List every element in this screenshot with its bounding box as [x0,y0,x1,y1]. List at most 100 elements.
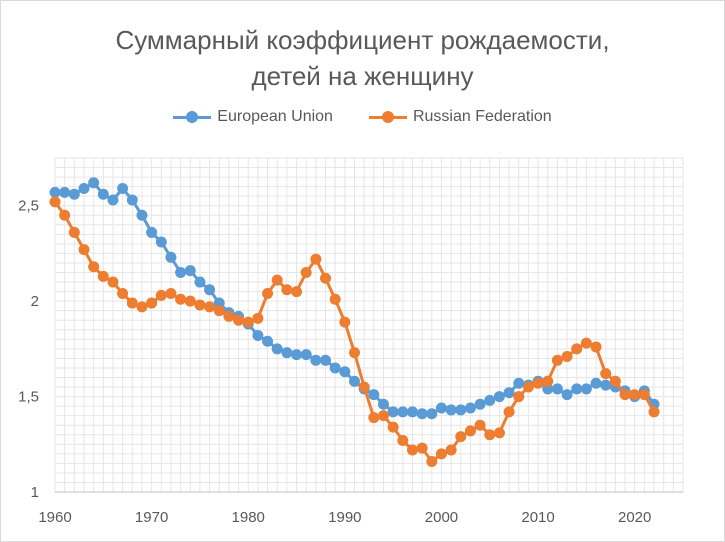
data-point-series-0 [291,349,303,361]
data-point-series-1 [49,196,61,208]
legend-item-european-union: European Union [173,108,333,126]
data-point-series-0 [590,377,602,389]
data-point-series-0 [59,186,71,198]
data-point-series-0 [78,183,90,195]
y-tick-label: 1,5 [18,389,39,406]
data-point-series-0 [493,391,505,403]
x-tick-label: 1980 [232,509,265,526]
data-point-series-1 [493,427,505,439]
data-point-series-0 [329,362,341,374]
data-point-series-0 [580,383,592,395]
data-point-series-1 [155,289,167,301]
data-point-series-1 [571,343,583,355]
data-point-series-0 [435,402,447,414]
data-point-series-1 [358,381,370,393]
data-point-series-1 [619,389,631,401]
data-point-series-0 [571,383,583,395]
data-point-series-1 [435,448,447,460]
y-tick-label: 2,5 [18,198,39,215]
chart-title-line-1: Суммарный коэффициент рождаемости, [115,25,610,55]
data-point-series-1 [590,341,602,353]
x-tick-label: 2020 [618,509,651,526]
data-point-series-1 [78,244,90,256]
data-point-series-1 [532,377,544,389]
data-point-series-1 [406,444,418,456]
data-point-series-1 [474,419,486,431]
data-point-series-1 [194,299,206,311]
data-point-series-1 [136,301,148,313]
data-point-series-0 [252,329,264,341]
data-point-series-0 [600,379,612,391]
data-point-series-0 [349,375,361,387]
data-point-series-1 [445,444,457,456]
data-point-series-1 [310,253,322,265]
data-point-series-0 [300,349,312,361]
data-point-series-1 [551,354,563,366]
data-point-series-1 [204,301,216,313]
data-point-series-1 [638,389,650,401]
data-point-series-1 [339,316,351,328]
data-point-series-0 [68,188,80,200]
data-point-series-0 [281,347,293,359]
data-point-series-0 [464,402,476,414]
x-tick-label: 1990 [328,509,361,526]
data-point-series-1 [213,305,225,317]
data-point-series-0 [117,183,129,195]
chart-title: Суммарный коэффициент рождаемости, детей… [0,22,725,94]
data-point-series-1 [609,375,621,387]
data-point-series-1 [184,295,196,307]
y-tick-label: 1 [31,484,39,501]
data-point-series-1 [329,293,341,305]
legend-swatch-european-union [173,111,212,123]
data-point-series-0 [126,194,138,206]
data-point-series-1 [126,297,138,309]
data-point-series-1 [561,350,573,362]
data-point-series-1 [368,412,380,424]
x-tick-label: 2000 [425,509,458,526]
data-point-series-0 [503,387,515,399]
data-point-series-0 [387,406,399,418]
data-point-series-0 [107,194,119,206]
data-point-series-0 [136,209,148,221]
legend-label-russian-federation: Russian Federation [412,108,552,125]
data-point-series-1 [88,261,100,273]
data-point-series-1 [542,375,554,387]
data-point-series-1 [600,368,612,380]
data-point-series-1 [455,431,467,443]
chart-title-line-2: детей на женщину [251,61,474,91]
legend-item-russian-federation: Russian Federation [368,108,552,126]
data-point-series-0 [310,354,322,366]
data-point-series-0 [397,406,409,418]
data-point-series-1 [648,406,660,418]
data-point-series-1 [426,455,438,467]
data-point-series-1 [377,410,389,422]
data-point-series-1 [629,389,641,401]
data-point-series-0 [271,343,283,355]
data-point-series-1 [271,274,283,286]
data-point-series-1 [252,312,264,324]
data-point-series-1 [397,434,409,446]
data-point-series-0 [551,383,563,395]
data-point-series-0 [484,394,496,406]
data-point-series-0 [561,389,573,401]
data-point-series-0 [416,408,428,420]
data-point-series-1 [349,347,361,359]
data-point-series-0 [194,276,206,288]
data-point-series-0 [542,383,554,395]
data-point-series-1 [580,337,592,349]
chart-legend: European Union Russian Federation [0,108,725,126]
data-point-series-0 [204,284,216,296]
data-point-series-1 [513,391,525,403]
data-point-series-1 [107,276,119,288]
data-point-series-1 [416,442,428,454]
data-point-series-1 [242,316,254,328]
data-point-series-0 [262,335,274,347]
data-point-series-0 [513,377,525,389]
legend-label-european-union: European Union [217,108,333,125]
x-tick-label: 1960 [38,509,71,526]
data-point-series-0 [146,226,158,238]
data-point-series-0 [320,354,332,366]
data-point-series-1 [484,429,496,441]
data-point-series-0 [49,186,61,198]
data-point-series-1 [233,314,245,326]
